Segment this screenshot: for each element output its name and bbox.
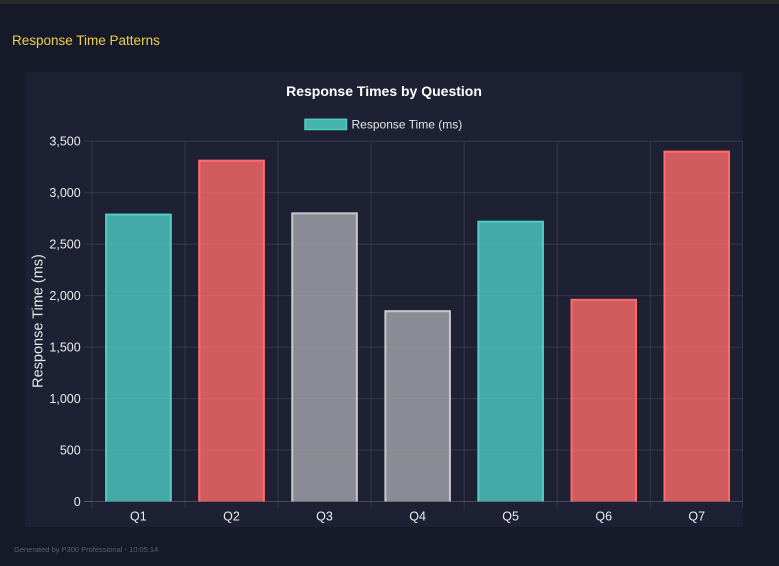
svg-text:1,000: 1,000 [49, 392, 80, 406]
svg-text:Q7: Q7 [688, 509, 705, 523]
svg-text:Q5: Q5 [502, 509, 519, 523]
svg-text:Response Times by Question: Response Times by Question [286, 83, 482, 99]
svg-text:2,000: 2,000 [49, 289, 80, 303]
svg-text:Response Time (ms): Response Time (ms) [352, 118, 463, 132]
svg-text:Q4: Q4 [409, 509, 426, 523]
svg-text:3,500: 3,500 [49, 135, 80, 149]
svg-text:3,000: 3,000 [49, 186, 80, 200]
svg-text:Response Time (ms): Response Time (ms) [31, 254, 47, 388]
svg-text:Q2: Q2 [223, 509, 240, 523]
svg-text:2,500: 2,500 [49, 237, 80, 251]
svg-text:1,500: 1,500 [49, 340, 80, 354]
svg-text:Q1: Q1 [130, 509, 147, 523]
svg-text:0: 0 [74, 495, 81, 509]
svg-text:Q6: Q6 [595, 509, 612, 523]
svg-text:Q3: Q3 [316, 509, 333, 523]
svg-text:500: 500 [60, 443, 81, 457]
